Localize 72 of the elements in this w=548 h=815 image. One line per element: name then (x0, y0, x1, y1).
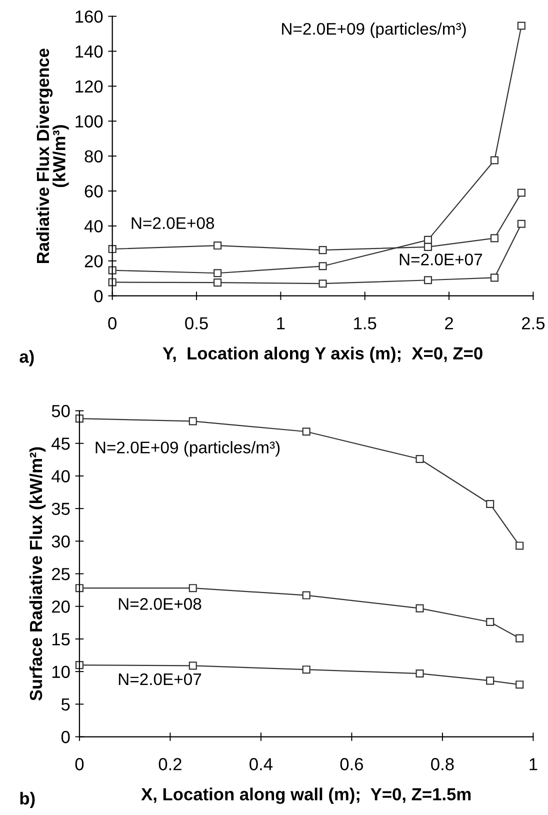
y-tick-label: 10 (52, 666, 70, 678)
y-tick-label: 45 (52, 438, 70, 450)
point (302, 591, 310, 600)
y-tick-label: 35 (52, 502, 70, 516)
point (490, 274, 499, 282)
x-tick-label: 0 (108, 317, 116, 330)
point (490, 156, 499, 164)
text: a) (20, 350, 34, 366)
y-tick-label: 100 (76, 115, 103, 128)
point (416, 604, 424, 612)
point (214, 242, 222, 250)
point (517, 188, 526, 197)
text: b) (20, 792, 35, 808)
x-tick-label: 2 (445, 317, 453, 330)
point (214, 269, 222, 278)
point (302, 428, 310, 436)
point (318, 246, 327, 254)
y-tick-label: 20 (84, 255, 103, 268)
y-tick-label: 60 (84, 185, 103, 198)
y-tick-label: 160 (76, 10, 103, 23)
point (486, 500, 494, 508)
annotation: N=2.0E+09 (particles/m³) (282, 22, 466, 38)
point (516, 542, 524, 550)
annotation: N=2.0E+07 (118, 673, 202, 686)
x-tick-label: 0.2 (158, 758, 182, 770)
y-tick-label: 40 (84, 220, 103, 232)
x-tick-label: 1 (530, 758, 538, 770)
y-tick-label: 0 (61, 730, 70, 744)
point (486, 676, 494, 685)
point (486, 618, 494, 626)
point (302, 666, 310, 674)
point (318, 262, 327, 270)
y-tick-label: 0 (94, 290, 103, 302)
x-tick-label: 0.6 (340, 758, 364, 770)
point (517, 22, 526, 30)
point (490, 234, 499, 242)
x-tick-label: 0.4 (250, 758, 273, 770)
y-tick-label: 120 (76, 80, 103, 93)
y-tick-label: 15 (52, 633, 70, 646)
y-tick-label: 40 (52, 470, 70, 482)
y-tick-label: 25 (52, 568, 70, 580)
point (214, 278, 222, 287)
annotation: N=2.0E+07 (400, 254, 482, 266)
y-tick-label: 80 (84, 150, 103, 163)
point (424, 276, 432, 284)
annotation: N=2.0E+09 (particles/m³) (96, 441, 280, 457)
y-tick-label: 20 (52, 600, 70, 613)
x-axis-title: X, Location along wall (m); Y=0, Z=1.5m (141, 788, 471, 804)
point (516, 634, 524, 642)
x-tick-label: 1.5 (354, 317, 376, 330)
x-tick-label: 1 (277, 317, 285, 330)
point (188, 417, 197, 426)
y-tick-label: 5 (61, 698, 70, 711)
point (517, 220, 526, 228)
point (416, 454, 424, 464)
x-tick-label: 2.5 (522, 317, 545, 330)
x-tick-label: 0.5 (185, 317, 208, 330)
y-tick-label: 30 (52, 535, 70, 548)
y-tick-label: 140 (76, 45, 103, 58)
point (188, 662, 197, 670)
x-tick-label: 0.8 (431, 758, 454, 770)
y-axis-title: Surface Radiative Flux (kW/m²) (29, 447, 46, 701)
x-axis-title: Y, Location along Y axis (m); X=0, Z=0 (162, 346, 482, 364)
y-axis-title: Radiative Flux Divergence (kW/m³) (36, 48, 69, 263)
annotation: N=2.0E+08 (118, 598, 202, 610)
annotation: N=2.0E+08 (132, 217, 214, 230)
point (416, 669, 424, 678)
point (516, 680, 524, 689)
point (188, 584, 197, 592)
y-tick-label: 50 (52, 404, 70, 418)
point (424, 242, 432, 251)
point (318, 280, 327, 288)
